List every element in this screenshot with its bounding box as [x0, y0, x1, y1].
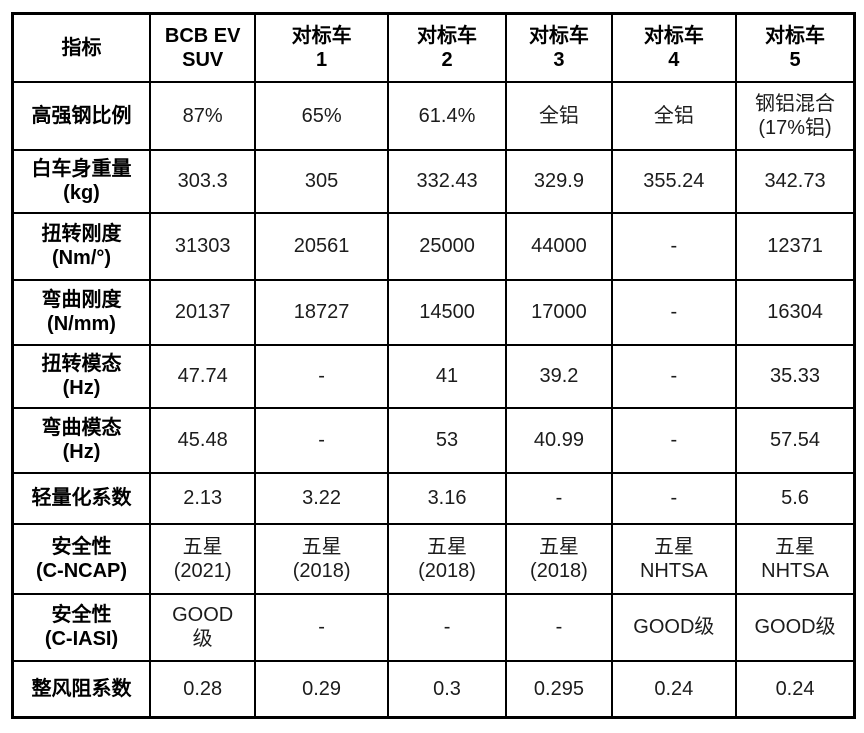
header-row: 指标 BCB EV SUV 对标车 1 对标车 2 对标车 3 对标车 4 对标车 5 [11, 12, 856, 83]
value-cell: 45.48 [148, 406, 257, 474]
value-cell: - [505, 471, 613, 525]
value-cell: 钢铝混合 (17%铝) [735, 80, 856, 151]
table-row: 轻量化系数 2.13 3.22 3.16- -5.6 [11, 471, 856, 525]
value-cell: - [610, 406, 738, 474]
table-row: 白车身重量 (kg) 303.3 305 332.43 329.9 355.24 342.7… [11, 148, 856, 214]
value-cell: 五星 (2018) [505, 522, 613, 595]
row-label: 弯曲模态 (Hz) [11, 406, 151, 474]
value-cell: 332.43 [386, 148, 508, 214]
row-label: 安全性 (C-NCAP) [11, 522, 151, 595]
value-cell: 17000 [505, 278, 613, 346]
value-cell: 全铝 [505, 80, 613, 151]
row-label: 弯曲刚度 (N/mm) [11, 278, 151, 346]
table-header: 指标 BCB EV SUV 对标车 1 对标车 2 对标车 3 对标车 4 对标车 5 [11, 12, 856, 83]
row-label: 高强钢比例 [11, 80, 151, 151]
value-cell: 0.3 [386, 659, 508, 719]
value-cell: 87% [148, 80, 257, 151]
value-cell: 14500 [386, 278, 508, 346]
value-cell: 355.24 [610, 148, 738, 214]
value-cell: - [254, 343, 389, 409]
value-cell: 3.22 [254, 471, 389, 525]
value-cell: - [610, 211, 738, 281]
header-cell: 对标车 5 [735, 12, 856, 83]
value-cell: 53 [386, 406, 508, 474]
value-cell: - [610, 343, 738, 409]
value-cell: 35.33 [735, 343, 856, 409]
header-cell: 对标车 1 [254, 12, 389, 83]
table-row: 安全性 (C-IASI) GOOD 级 - - - GOOD级 GOOD级 [11, 592, 856, 662]
value-cell: 39.2 [505, 343, 613, 409]
row-label: 扭转刚度 (Nm/°) [11, 211, 151, 281]
value-cell: 329.9 [505, 148, 613, 214]
value-cell: 65% [254, 80, 389, 151]
header-cell: BCB EV SUV [148, 12, 257, 83]
vehicle-benchmark-table: 指标 BCB EV SUV 对标车 1 对标车 2 对标车 3 对标车 4 对标车 5 高强… [11, 12, 856, 719]
value-cell: 44000 [505, 211, 613, 281]
value-cell: 五星 (2018) [386, 522, 508, 595]
value-cell: 18727 [254, 278, 389, 346]
value-cell: 40.99 [505, 406, 613, 474]
row-label: 扭转模态 (Hz) [11, 343, 151, 409]
header-cell: 对标车 2 [386, 12, 508, 83]
value-cell: 五星 NHTSA [735, 522, 856, 595]
value-cell: GOOD级 [610, 592, 738, 662]
value-cell: 2.13 [148, 471, 257, 525]
value-cell: 五星 (2018) [254, 522, 389, 595]
value-cell: - [254, 592, 389, 662]
row-label: 安全性 (C-IASI) [11, 592, 151, 662]
table-body: 高强钢比例 87% 65% 61.4% 全铝 全铝 钢铝混合 (17%铝) 白车身重量 (kg… [11, 80, 856, 719]
table-row: 扭转刚度 (Nm/°) 31303 20561 25000 44000-12371 [11, 211, 856, 281]
value-cell: 0.28 [148, 659, 257, 719]
value-cell: 全铝 [610, 80, 738, 151]
value-cell: - [505, 592, 613, 662]
value-cell: - [610, 278, 738, 346]
table-row: 高强钢比例 87% 65% 61.4% 全铝 全铝 钢铝混合 (17%铝) [11, 80, 856, 151]
value-cell: 47.74 [148, 343, 257, 409]
value-cell: 25000 [386, 211, 508, 281]
value-cell: 20561 [254, 211, 389, 281]
value-cell: 20137 [148, 278, 257, 346]
row-label: 白车身重量 (kg) [11, 148, 151, 214]
value-cell: 12371 [735, 211, 856, 281]
value-cell: 0.29 [254, 659, 389, 719]
table-row: 扭转模态 (Hz) 47.74-41 39.2-35.33 [11, 343, 856, 409]
value-cell: 0.295 [505, 659, 613, 719]
value-cell: 61.4% [386, 80, 508, 151]
value-cell: 342.73 [735, 148, 856, 214]
value-cell: - [386, 592, 508, 662]
value-cell: 5.6 [735, 471, 856, 525]
value-cell: 305 [254, 148, 389, 214]
value-cell: 303.3 [148, 148, 257, 214]
header-cell: 对标车 3 [505, 12, 613, 83]
value-cell: - [610, 471, 738, 525]
value-cell: 五星 NHTSA [610, 522, 738, 595]
value-cell: 57.54 [735, 406, 856, 474]
table-row: 整风阻系数 0.28 0.29 0.3 0.295 0.24 0.24 [11, 659, 856, 719]
value-cell: 41 [386, 343, 508, 409]
table-row: 弯曲模态 (Hz) 45.48-53 40.99-57.54 [11, 406, 856, 474]
header-cell-indicator: 指标 [11, 12, 151, 83]
value-cell: GOOD 级 [148, 592, 257, 662]
value-cell: 五星 (2021) [148, 522, 257, 595]
table-row: 弯曲刚度 (N/mm) 20137 18727 14500 17000-16304 [11, 278, 856, 346]
header-cell: 对标车 4 [610, 12, 738, 83]
value-cell: GOOD级 [735, 592, 856, 662]
value-cell: 16304 [735, 278, 856, 346]
value-cell: 0.24 [735, 659, 856, 719]
value-cell: - [254, 406, 389, 474]
row-label: 整风阻系数 [11, 659, 151, 719]
table-row: 安全性 (C-NCAP) 五星 (2021) 五星 (2018) 五星 (2018) 五… [11, 522, 856, 595]
value-cell: 3.16 [386, 471, 508, 525]
value-cell: 31303 [148, 211, 257, 281]
value-cell: 0.24 [610, 659, 738, 719]
row-label: 轻量化系数 [11, 471, 151, 525]
